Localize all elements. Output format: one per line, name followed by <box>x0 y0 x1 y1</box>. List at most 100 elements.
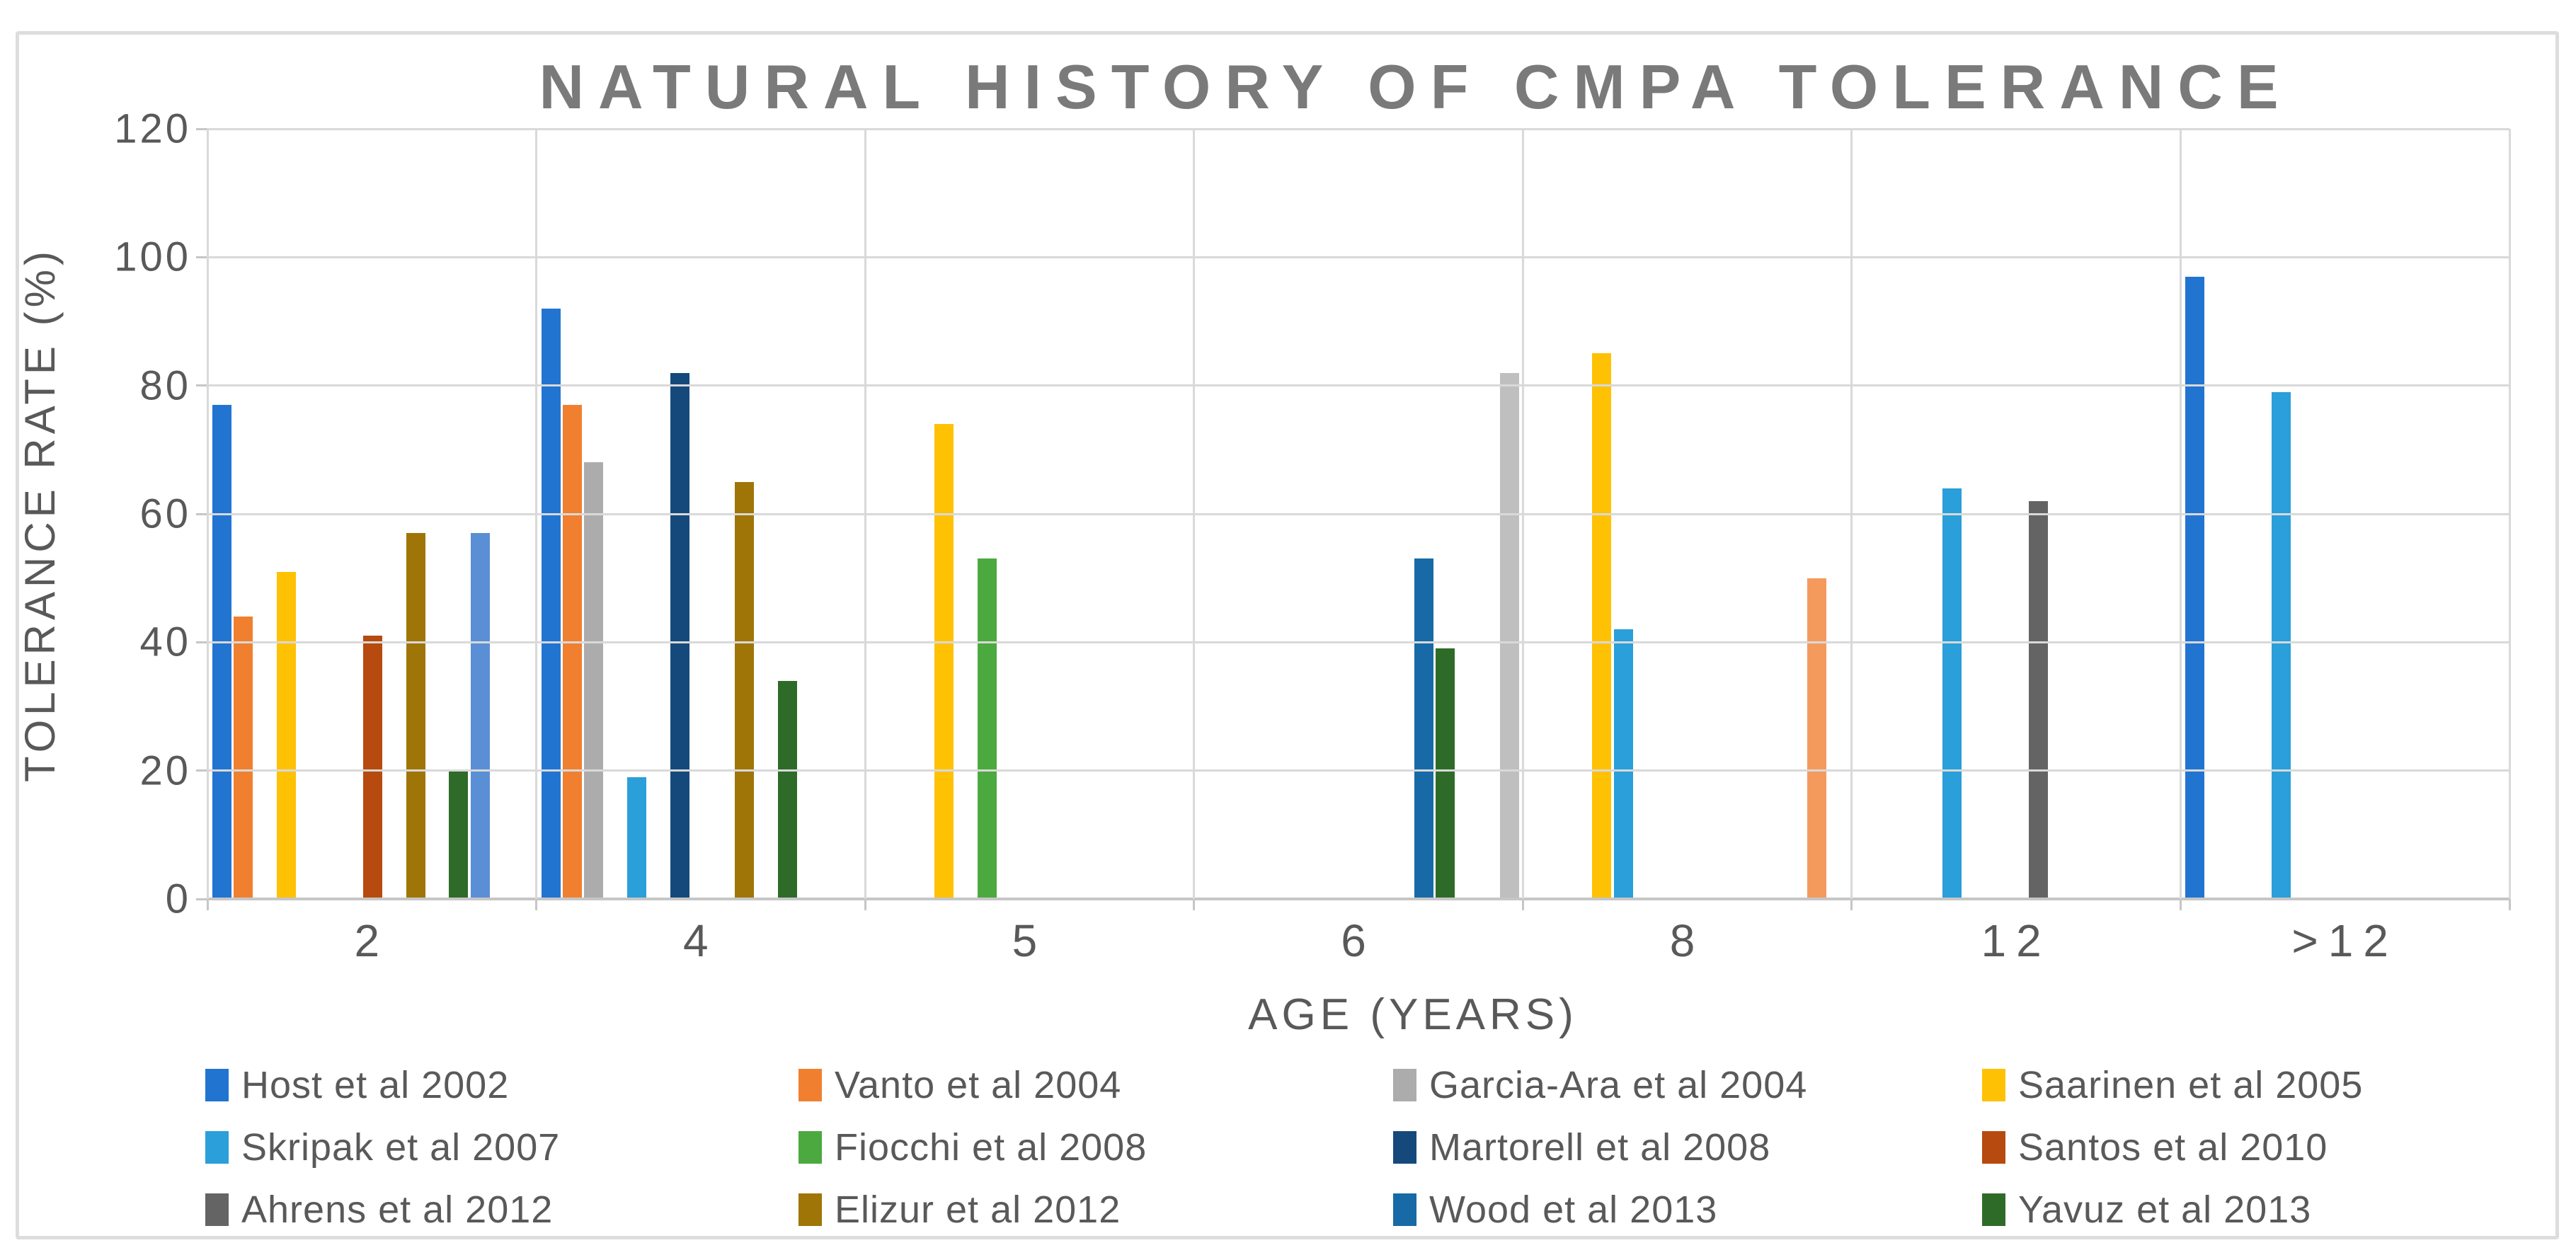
y-tick-label-20: 20 <box>139 747 191 794</box>
bar-yavuz-age-4 <box>777 680 797 899</box>
x-tick-6 <box>2179 899 2182 910</box>
legend-item-wood: Wood et al 2013 <box>1393 1188 1717 1232</box>
legend-item-host: Host et al 2002 <box>205 1063 509 1107</box>
y-tick-label-100: 100 <box>114 234 191 280</box>
bar-host-age-gt12 <box>2185 276 2205 899</box>
gridline-x-7 <box>2508 129 2511 899</box>
gridline-x-3 <box>1193 129 1196 899</box>
bar-skripak-age-gt12 <box>2272 391 2291 899</box>
bar-unlabeled-light-orange-age-8 <box>1807 578 1827 899</box>
x-category-label-5: 5 <box>1012 915 1048 966</box>
bar-elizur-age-4 <box>735 481 755 899</box>
y-tick-120 <box>196 127 207 130</box>
bar-saarinen-age-8 <box>1592 353 1612 899</box>
gridline-x-1 <box>535 129 538 899</box>
y-tick-label-80: 80 <box>139 362 191 409</box>
legend-swatch-wood <box>1393 1193 1416 1226</box>
legend-item-vanto: Vanto et al 2004 <box>798 1063 1121 1107</box>
legend-item-elizur: Elizur et al 2012 <box>798 1188 1121 1232</box>
bar-saarinen-age-2 <box>277 571 297 899</box>
gridline-y-20 <box>207 769 2509 772</box>
legend-swatch-garcia <box>1393 1069 1416 1101</box>
legend-item-saarinen: Saarinen et al 2005 <box>1982 1063 2363 1107</box>
x-tick-0 <box>206 899 209 910</box>
x-category-label-6: 6 <box>1341 915 1376 966</box>
x-category-label-gt12: >12 <box>2291 915 2398 966</box>
bar-elizur-age-2 <box>406 533 425 899</box>
x-axis-title: AGE (YEARS) <box>1248 990 1578 1039</box>
legend-label-garcia: Garcia-Ara et al 2004 <box>1429 1064 1808 1106</box>
x-tick-3 <box>1193 899 1196 910</box>
legend-swatch-fiocchi <box>798 1131 822 1164</box>
y-tick-20 <box>196 769 207 772</box>
bar-yavuz-age-2 <box>449 770 469 899</box>
legend-label-skripak: Skripak et al 2007 <box>241 1126 561 1169</box>
gridline-y-100 <box>207 256 2509 258</box>
legend-label-yavuz: Yavuz et al 2013 <box>2018 1188 2312 1231</box>
y-tick-60 <box>196 512 207 515</box>
legend-label-santos: Santos et al 2010 <box>2018 1126 2328 1169</box>
x-category-label-2: 2 <box>354 915 390 966</box>
gridline-x-6 <box>2179 129 2182 899</box>
legend-swatch-elizur <box>798 1193 822 1226</box>
gridline-x-2 <box>864 129 866 899</box>
legend-label-elizur: Elizur et al 2012 <box>835 1188 1121 1231</box>
bar-vanto-age-2 <box>234 617 253 899</box>
bar-skripak-age-4 <box>627 777 647 899</box>
bar-fiocchi-age-5 <box>978 558 997 899</box>
y-tick-0 <box>196 898 207 900</box>
legend-swatch-ahrens <box>205 1193 229 1226</box>
gridline-x-5 <box>1850 129 1853 899</box>
legend-swatch-yavuz <box>1982 1193 2005 1226</box>
bar-skripak-age-8 <box>1613 629 1633 899</box>
bar-martorell-age-4 <box>670 372 689 899</box>
legend-item-santos: Santos et al 2010 <box>1982 1125 2328 1169</box>
y-tick-label-60: 60 <box>139 491 191 537</box>
bar-garcia-age-4 <box>584 462 604 899</box>
y-axis-title: TOLERANCE RATE (%) <box>16 247 64 782</box>
bar-host-age-2 <box>212 404 231 899</box>
bar-skripak-age-12 <box>1942 488 1962 899</box>
bar-host-age-4 <box>541 308 561 899</box>
gridline-x-4 <box>1521 129 1524 899</box>
legend-label-host: Host et al 2002 <box>241 1064 510 1106</box>
y-tick-label-0: 0 <box>165 876 191 922</box>
y-tick-label-120: 120 <box>114 105 191 152</box>
bar-ahrens-age-12 <box>2029 500 2049 899</box>
legend-item-ahrens: Ahrens et al 2012 <box>205 1188 553 1232</box>
y-tick-label-40: 40 <box>139 619 191 665</box>
legend-label-martorell: Martorell et al 2008 <box>1429 1126 1771 1169</box>
bar-wood-age-6 <box>1414 558 1433 899</box>
y-tick-100 <box>196 256 207 258</box>
y-tick-80 <box>196 384 207 387</box>
legend-swatch-saarinen <box>1982 1069 2005 1101</box>
x-tick-2 <box>864 899 866 910</box>
legend-label-fiocchi: Fiocchi et al 2008 <box>835 1126 1147 1169</box>
legend-item-martorell: Martorell et al 2008 <box>1393 1125 1770 1169</box>
legend-item-skripak: Skripak et al 2007 <box>205 1125 560 1169</box>
bar-vanto-age-4 <box>562 404 582 899</box>
legend-label-ahrens: Ahrens et al 2012 <box>241 1188 554 1231</box>
bar-saarinen-age-5 <box>934 424 954 899</box>
legend-label-wood: Wood et al 2013 <box>1429 1188 1718 1231</box>
legend-swatch-santos <box>1982 1131 2005 1164</box>
legend-item-garcia: Garcia-Ara et al 2004 <box>1393 1063 1807 1107</box>
legend-item-yavuz: Yavuz et al 2013 <box>1982 1188 2311 1232</box>
gridline-y-80 <box>207 384 2509 387</box>
x-tick-4 <box>1521 899 1524 910</box>
gridline-y-120 <box>207 127 2509 130</box>
x-tick-1 <box>535 899 538 910</box>
chart-title: NATURAL HISTORY OF CMPA TOLERANCE <box>539 52 2293 122</box>
x-category-label-8: 8 <box>1669 915 1705 966</box>
legend-swatch-host <box>205 1069 229 1101</box>
legend-swatch-vanto <box>798 1069 822 1101</box>
legend-swatch-skripak <box>205 1131 229 1164</box>
x-tick-5 <box>1850 899 1853 910</box>
bar-santos-age-2 <box>362 636 382 899</box>
x-category-label-12: 12 <box>1981 915 2051 966</box>
gridline-x-0 <box>206 129 209 899</box>
x-tick-7 <box>2508 899 2511 910</box>
bar-yavuz-age-6 <box>1436 648 1455 899</box>
legend-item-fiocchi: Fiocchi et al 2008 <box>798 1125 1147 1169</box>
